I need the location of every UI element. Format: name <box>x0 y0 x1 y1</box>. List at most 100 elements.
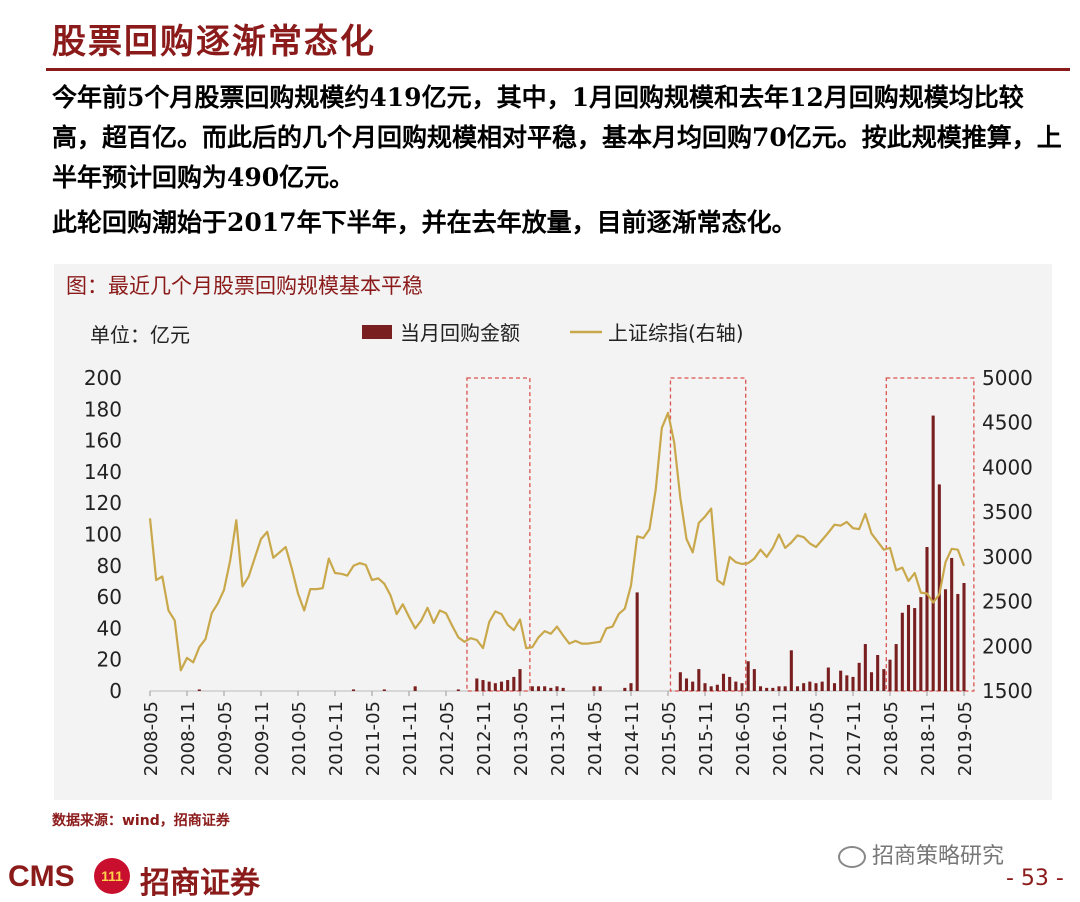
buyback-bar <box>555 686 559 691</box>
legend-bar-label: 当月回购金额 <box>400 321 520 345</box>
x-tick-label: 2010-05 <box>289 701 310 776</box>
buyback-bar <box>832 683 837 691</box>
buyback-bar <box>518 669 522 691</box>
page-title: 股票回购逐渐常态化 <box>52 22 376 62</box>
highlight-box <box>885 377 975 692</box>
x-tick-label: 2009-05 <box>215 701 236 776</box>
buyback-bar <box>721 673 726 691</box>
x-tick-label: 2011-05 <box>363 701 384 776</box>
highlight-box <box>669 377 747 692</box>
y-right-tick: 3500 <box>982 500 1033 524</box>
buyback-bar <box>814 683 818 691</box>
x-tick-label: 2016-05 <box>733 701 754 776</box>
buyback-bar <box>888 659 892 691</box>
buyback-bar <box>857 662 861 691</box>
sse-index-line <box>148 411 966 672</box>
buyback-bar <box>506 680 510 691</box>
buyback-bar <box>512 676 516 691</box>
buyback-bar <box>715 684 719 691</box>
buyback-bar <box>740 683 744 691</box>
conclusion-paragraph: 此轮回购潮始于2017年下半年，并在去年放量，目前逐渐常态化。 <box>52 208 797 237</box>
buyback-bar <box>925 547 929 691</box>
buyback-bar <box>826 667 830 691</box>
x-tick-label: 2014-05 <box>585 701 606 776</box>
buyback-bar <box>882 669 886 691</box>
y-right-tick: 4000 <box>982 455 1033 479</box>
buyback-bar <box>771 687 775 691</box>
buyback-bar <box>728 676 732 691</box>
buyback-bar <box>493 683 497 691</box>
y-left-tick: 20 <box>97 648 122 672</box>
buyback-bar <box>894 644 898 691</box>
page-number: - 53 - <box>1006 866 1064 891</box>
figure-caption: 图：最近几个月股票回购规模基本平稳 <box>66 274 423 298</box>
buyback-bar <box>783 686 787 691</box>
buyback-bar <box>876 655 880 691</box>
x-tick-label: 2017-11 <box>844 701 865 776</box>
x-tick-label: 2018-05 <box>881 701 902 776</box>
logo-mark: 111 <box>94 858 130 894</box>
buyback-bar <box>734 681 738 691</box>
wechat-icon <box>838 846 866 868</box>
buyback-bar <box>382 689 386 691</box>
x-tick-label: 2013-11 <box>548 701 569 776</box>
buyback-bar <box>629 683 633 691</box>
y-right-tick: 4500 <box>982 411 1033 435</box>
buyback-bar <box>684 678 689 691</box>
buyback-bar <box>943 589 948 691</box>
buyback-bar <box>789 650 793 691</box>
x-tick-label: 2010-11 <box>326 701 347 776</box>
buyback-bar <box>623 687 627 691</box>
buyback-bar <box>499 681 504 691</box>
wechat-watermark: 招商策略研究 <box>838 838 1004 870</box>
y-left-tick: 140 <box>84 460 122 484</box>
legend-bar-swatch <box>362 325 392 339</box>
buyback-bar <box>592 686 596 691</box>
buyback-bar <box>839 670 843 691</box>
x-tick-label: 2014-11 <box>622 701 643 776</box>
x-tick-label: 2015-05 <box>659 701 680 776</box>
buyback-bar <box>937 484 941 691</box>
data-source: 数据来源：wind，招商证券 <box>52 813 230 829</box>
buyback-bar <box>598 686 602 691</box>
buyback-bar <box>863 644 867 691</box>
buyback-bar <box>845 675 849 691</box>
buyback-bar <box>956 593 960 691</box>
buyback-bar <box>678 672 682 691</box>
buyback-bar <box>795 686 800 691</box>
x-tick-label: 2009-11 <box>252 701 273 776</box>
buyback-bar <box>900 612 904 691</box>
buyback-bar <box>765 687 769 691</box>
x-tick-label: 2016-11 <box>770 701 791 776</box>
x-tick-label: 2018-11 <box>918 701 939 776</box>
buyback-bar <box>808 681 812 691</box>
x-tick-label: 2011-11 <box>400 701 421 776</box>
summary-paragraph: 今年前5个月股票回购规模约419亿元，其中，1月回购规模和去年12月回购规模均比… <box>52 83 1062 192</box>
buyback-bar <box>691 681 695 691</box>
x-tick-label: 2019-05 <box>955 701 976 776</box>
y-left-tick: 40 <box>97 616 122 640</box>
y-left-tick: 80 <box>97 554 122 578</box>
y-left-tick: 200 <box>84 366 122 390</box>
buyback-bar <box>802 683 806 691</box>
y-right-tick: 3000 <box>982 545 1033 569</box>
x-tick-label: 2008-11 <box>178 701 199 776</box>
x-tick-label: 2012-11 <box>474 701 495 776</box>
y-left-tick: 180 <box>84 397 122 421</box>
buyback-bar <box>413 686 417 691</box>
y-left-tick: 100 <box>84 523 122 547</box>
logo-name: 招商证券 <box>140 866 260 901</box>
buyback-bar <box>777 686 781 691</box>
y-left-tick: 0 <box>109 679 122 703</box>
buyback-bar <box>962 583 966 691</box>
buyback-bar <box>851 676 855 691</box>
buyback-bar <box>758 686 763 691</box>
buyback-bar <box>530 686 534 691</box>
buyback-bar <box>549 687 553 691</box>
buyback-bar <box>913 608 917 691</box>
unit-label: 单位：亿元 <box>90 323 190 347</box>
buyback-bar <box>475 678 479 691</box>
y-right-tick: 2000 <box>982 634 1033 658</box>
buyback-bar <box>752 669 756 691</box>
